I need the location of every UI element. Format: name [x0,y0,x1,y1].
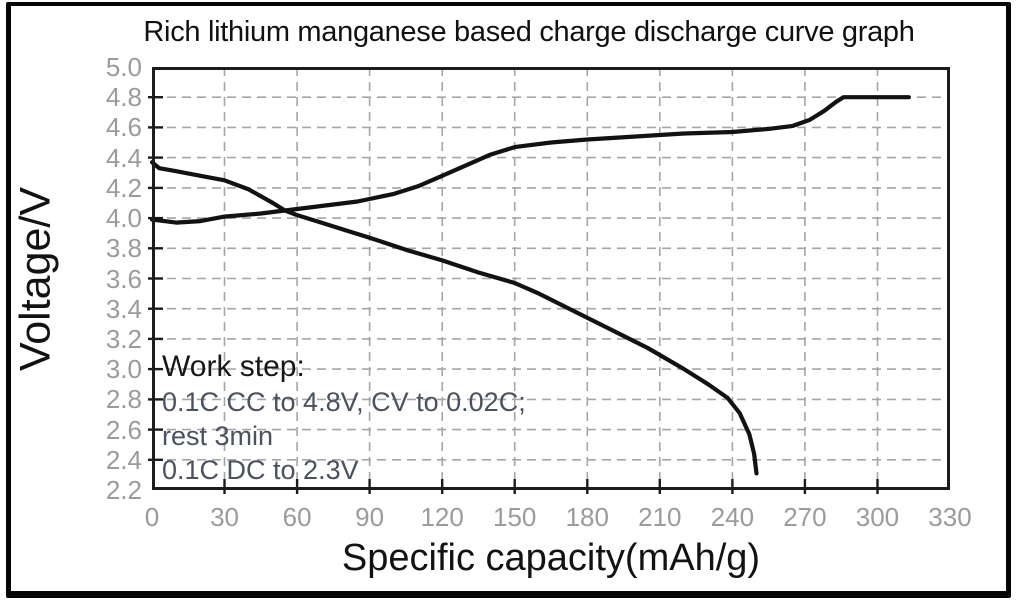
x-axis-title: Specific capacity(mAh/g) [341,537,761,579]
y-tick-label: 4.4 [105,142,142,173]
x-tick-label: 240 [710,502,755,532]
work-step-line-charge: 0.1C CC to 4.8V, CV to 0.02C; [162,387,526,417]
x-tick-label: 30 [210,502,239,532]
x-tick-label: 180 [565,502,609,532]
y-tick-label: 3.8 [105,233,142,264]
y-tick-label: 2.6 [105,414,142,445]
y-tick-label: 3.6 [105,263,142,294]
plot-area: Work step: 0.1C CC to 4.8V, CV to 0.02C;… [148,67,950,494]
chart-title: Rich lithium manganese based charge disc… [143,16,915,48]
y-tick-label: 4.2 [105,172,142,203]
y-tick-label: 4.8 [105,82,142,113]
work-step-heading: Work step: [162,350,305,383]
y-tick-label: 2.4 [105,444,142,475]
y-tick-label: 2.2 [105,475,142,505]
x-tick-label: 0 [144,502,160,532]
y-tick-label: 3.0 [105,354,142,385]
y-tick-label: 3.4 [105,293,142,324]
x-tick-label: 210 [638,502,682,532]
x-tick-label: 300 [855,502,900,532]
x-tick-label: 120 [420,502,464,532]
y-tick-label: 2.8 [105,384,142,415]
charge-discharge-curves-plot [148,67,950,494]
work-step-line-rest: rest 3min [162,421,274,451]
y-tick-label: 4.6 [105,112,142,143]
x-tick-label: 150 [493,502,537,532]
work-step-line-discharge: 0.1C DC to 2.3V [162,455,359,485]
y-tick-label: 5.0 [105,52,142,82]
x-tick-label: 330 [928,502,972,532]
x-tick-label: 270 [783,502,827,532]
y-tick-label: 4.0 [105,203,142,234]
figure-frame [6,2,1011,598]
x-tick-label: 90 [355,502,385,532]
work-step-annotation: Work step: 0.1C CC to 4.8V, CV to 0.02C;… [162,349,526,487]
y-tick-label: 3.2 [105,323,142,354]
x-tick-label: 60 [282,502,312,532]
